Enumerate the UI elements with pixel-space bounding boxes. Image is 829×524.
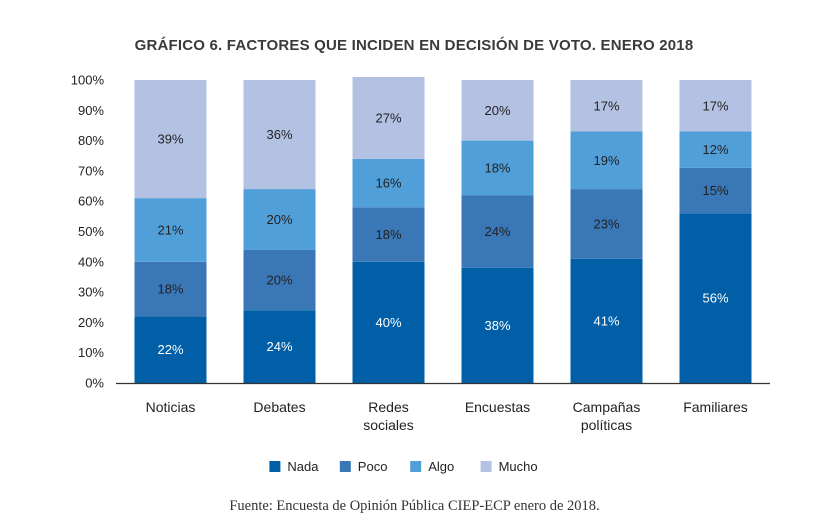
bar-segment-poco xyxy=(679,167,752,214)
bar-segment-mucho xyxy=(570,80,643,132)
bar-segment-algo xyxy=(352,158,425,208)
bar-segment-nada xyxy=(243,310,316,383)
bar-segment-nada xyxy=(134,316,207,383)
data-label: 16% xyxy=(375,176,401,191)
data-label: 18% xyxy=(484,160,510,175)
category-label: políticas xyxy=(581,417,632,433)
y-axis: 0% 10% 20% 30% 40% 50% 60% 70% 80% 90% 100% xyxy=(71,73,105,391)
bar-segment-algo xyxy=(243,189,316,250)
bar-segment-mucho xyxy=(679,80,752,132)
data-label: 18% xyxy=(157,282,183,297)
bar-segment-nada xyxy=(352,261,425,383)
data-label: 24% xyxy=(266,339,292,354)
data-label: 20% xyxy=(266,212,292,227)
legend-swatch-nada xyxy=(269,461,281,472)
legend-label-nada: Nada xyxy=(287,459,319,474)
bar-segment-mucho xyxy=(243,80,316,190)
y-tick-label: 10% xyxy=(78,345,104,360)
data-label: 19% xyxy=(593,153,619,168)
data-label: 20% xyxy=(484,103,510,118)
data-label: 22% xyxy=(157,342,183,357)
data-label: 38% xyxy=(484,318,510,333)
legend: Nada Poco Algo Mucho xyxy=(269,459,538,474)
x-axis: Noticias Debates Redes sociales Encuestas Cam… xyxy=(116,382,770,433)
y-tick-label: 0% xyxy=(85,376,104,391)
data-label: 39% xyxy=(157,132,183,147)
data-label: 12% xyxy=(702,142,728,157)
data-label: 27% xyxy=(375,110,401,125)
bar-segment-mucho xyxy=(461,80,534,141)
legend-swatch-poco xyxy=(339,461,351,472)
category-label: Encuestas xyxy=(465,399,530,415)
legend-swatch-mucho xyxy=(480,461,492,472)
y-tick-label: 40% xyxy=(78,254,104,269)
data-label: 23% xyxy=(593,216,619,231)
category-label: Noticias xyxy=(146,399,196,415)
data-label: 15% xyxy=(702,183,728,198)
data-label: 18% xyxy=(375,227,401,242)
data-label: 36% xyxy=(266,127,292,142)
data-label: 17% xyxy=(593,98,619,113)
y-tick-label: 100% xyxy=(71,73,105,88)
data-label: 17% xyxy=(702,98,728,113)
y-tick-label: 50% xyxy=(78,224,104,239)
category-label: Familiares xyxy=(683,399,748,415)
data-label: 56% xyxy=(702,291,728,306)
category-label: Redes xyxy=(368,399,408,415)
bar-segment-nada xyxy=(461,267,534,383)
bar-segment-nada xyxy=(570,258,643,383)
data-label: 41% xyxy=(593,313,619,328)
y-tick-label: 60% xyxy=(78,194,104,209)
bar-segment-mucho xyxy=(134,80,207,199)
y-tick-label: 90% xyxy=(78,103,104,118)
bar-segment-poco xyxy=(243,249,316,311)
category-label: Debates xyxy=(253,399,305,415)
legend-label-algo: Algo xyxy=(428,459,454,474)
y-tick-label: 70% xyxy=(78,163,104,178)
data-label: 21% xyxy=(157,222,183,237)
bar-segment-algo xyxy=(679,131,752,168)
data-label: 24% xyxy=(484,224,510,239)
bar-segment-algo xyxy=(570,131,643,190)
data-label: 40% xyxy=(375,315,401,330)
legend-label-poco: Poco xyxy=(358,459,388,474)
category-label: sociales xyxy=(363,417,414,433)
bar-segment-poco xyxy=(352,207,425,262)
legend-label-mucho: Mucho xyxy=(499,459,538,474)
bar-segment-poco xyxy=(134,261,207,317)
bar-segment-algo xyxy=(461,140,534,196)
y-tick-label: 30% xyxy=(78,285,104,300)
bar-segment-algo xyxy=(134,198,207,262)
bar-segment-poco xyxy=(461,195,534,268)
bar-segment-mucho xyxy=(352,76,425,159)
bar-segment-nada xyxy=(679,213,752,383)
source-note: Fuente: Encuesta de Opinión Pública CIEP… xyxy=(229,498,600,514)
y-tick-label: 80% xyxy=(78,133,104,148)
data-label: 20% xyxy=(266,272,292,287)
chart-title: GRÁFICO 6. FACTORES QUE INCIDEN EN DECIS… xyxy=(135,36,694,54)
bars: 22% 18% 21% 39% 24% 20% 20% 36% 40% 18% 16% 27% 38% 2… xyxy=(134,76,752,383)
category-label: Campañas xyxy=(573,399,641,415)
legend-swatch-algo xyxy=(410,461,422,472)
y-tick-label: 20% xyxy=(78,315,104,330)
bar-segment-poco xyxy=(570,189,643,259)
